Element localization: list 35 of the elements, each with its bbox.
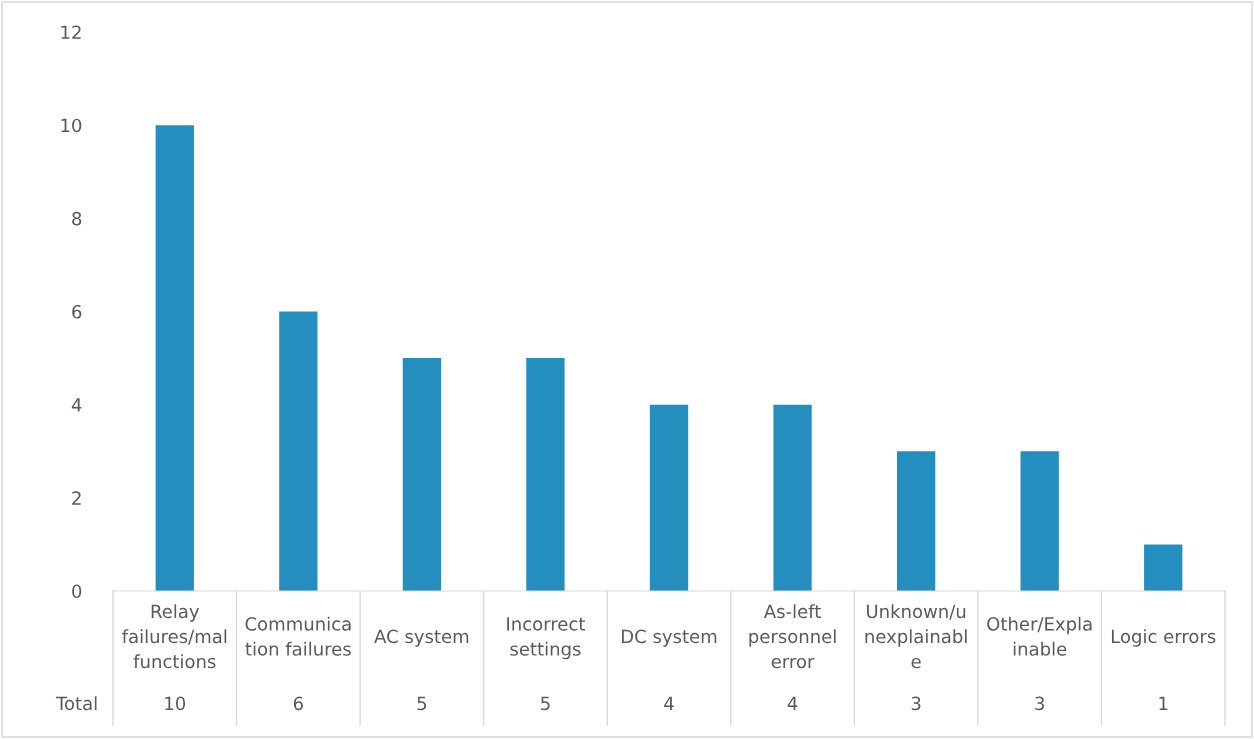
bar [649,404,689,591]
x-tick-label: Unknown/u nexplainabl e [865,604,967,669]
data-label: 4 [664,696,674,710]
y-tick-label: 8 [72,211,82,226]
bar [1020,451,1059,591]
x-tick-label: As-left personnel error [749,604,836,669]
data-label: 5 [417,696,427,711]
data-label: 3 [911,696,921,711]
x-tick-label: DC system [622,629,717,647]
y-tick-label: 10 [61,118,82,133]
bar [773,404,812,591]
bar [155,125,194,591]
x-tick-label: Incorrect settings [507,617,585,660]
data-label: 3 [1035,696,1044,711]
bar [526,358,565,591]
bar [279,311,318,591]
bar [896,451,936,591]
data-label: 6 [293,696,303,711]
x-tick-label: Logic errors [1111,629,1216,647]
bar [402,358,442,591]
data-label: 10 [165,696,186,711]
bar [1144,544,1183,591]
y-tick-label: 0 [72,584,82,599]
data-label: 1 [1159,696,1168,710]
y-tick-label: 2 [72,491,81,505]
x-tick-label: Relay failures/mal functions [122,604,227,669]
x-tick-label: AC system [374,629,469,647]
x-tick-label: Other/Expla inable [987,616,1092,656]
text: Total [55,696,97,711]
y-tick-label: 12 [61,25,81,39]
data-label: 4 [787,696,798,710]
y-tick-label: 4 [71,398,82,412]
y-tick-label: 6 [72,304,82,319]
x-tick-label: Communica tion failures [245,616,351,656]
data-label: 5 [541,696,550,711]
